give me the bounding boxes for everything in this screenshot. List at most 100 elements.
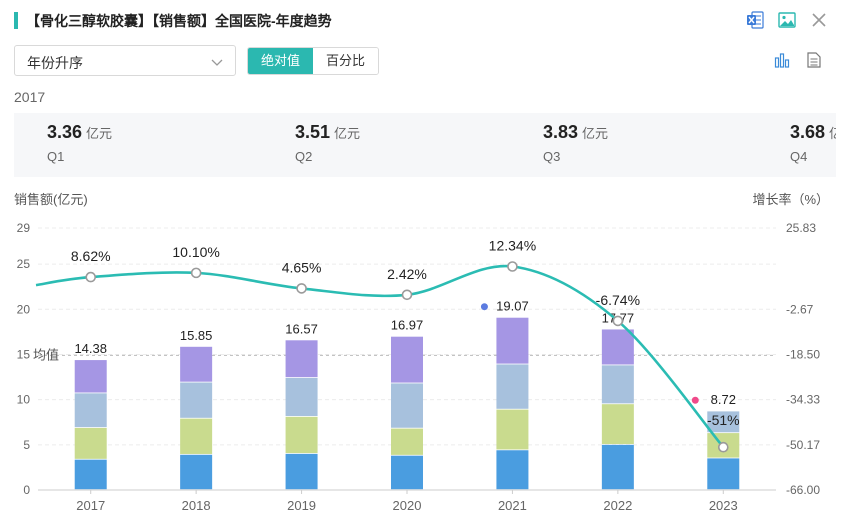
bar-segment xyxy=(601,365,634,404)
y-tick-right: -34.33 xyxy=(786,393,820,407)
quarter-name: Q1 xyxy=(47,149,65,164)
y-tick-left: 20 xyxy=(17,302,31,316)
sort-select-value: 年份升序 xyxy=(27,55,83,71)
x-tick-label: 2020 xyxy=(393,498,422,513)
value-mode-toggle: 绝对值 百分比 xyxy=(247,47,380,75)
growth-point xyxy=(507,261,518,272)
quarter-card: 3.51 亿元 Q2 xyxy=(295,122,360,164)
y-tick-right: -2.67 xyxy=(786,302,814,316)
bar-segment xyxy=(707,458,740,490)
bar-segment xyxy=(74,360,107,393)
left-axis-title: 销售额(亿元) xyxy=(14,192,88,207)
title-bar: 【骨化三醇软胶囊】【销售额】全国医院-年度趋势 xyxy=(0,0,847,40)
bar-segment xyxy=(180,454,213,490)
summary-year: 2017 xyxy=(14,89,46,105)
sales-trend-chart: 0 5 10 15 20 25 29 -66.00 -50.17 -34.33 -18.50 -2.6… xyxy=(17,221,821,513)
bar-total-label: 19.07 xyxy=(496,299,529,314)
chart-view-icons xyxy=(772,50,824,70)
close-icon[interactable] xyxy=(809,10,829,30)
bar-total-label: 8.72 xyxy=(711,392,736,407)
quarter-value: 3.36 xyxy=(47,122,83,142)
bar-segment xyxy=(601,404,634,445)
top-icons xyxy=(745,10,829,30)
quarter-name: Q4 xyxy=(790,149,808,164)
y-tick-right: -66.00 xyxy=(786,483,820,497)
bar-segment xyxy=(496,450,529,490)
growth-label: 2.42% xyxy=(387,266,427,282)
bar-segment xyxy=(74,427,107,459)
y-tick-left: 5 xyxy=(23,438,30,452)
growth-point xyxy=(612,315,624,327)
y-tick-left: 0 xyxy=(23,483,30,497)
quarter-card: 3.36 亿元 Q1 xyxy=(47,122,112,164)
growth-label: 12.34% xyxy=(489,237,536,253)
x-tick-label: 2022 xyxy=(603,498,632,513)
right-axis-title: 增长率（%） xyxy=(752,192,829,207)
growth-point xyxy=(717,441,729,453)
title-accent xyxy=(14,12,18,29)
bar-segment xyxy=(601,329,634,365)
bar-segment xyxy=(285,340,318,378)
series-marker-dot xyxy=(691,396,699,404)
y-tick-left: 10 xyxy=(17,393,31,407)
percent-button[interactable]: 百分比 xyxy=(313,48,379,74)
quarter-value: 3.83 xyxy=(543,122,579,142)
bar-segment xyxy=(391,383,423,428)
bar-total-label: 15.85 xyxy=(180,328,213,343)
y-tick-right: -18.50 xyxy=(786,347,820,361)
bar-segment xyxy=(74,393,107,428)
chevron-down-icon xyxy=(211,55,223,73)
quarter-unit: 亿元 xyxy=(86,126,113,141)
bar-segment xyxy=(180,382,213,418)
image-icon[interactable] xyxy=(777,10,797,30)
bar-chart-icon[interactable] xyxy=(772,50,792,70)
growth-label: 8.62% xyxy=(71,248,111,264)
quarter-value: 3.68 xyxy=(790,122,826,142)
bar-total-label: 14.38 xyxy=(74,341,107,356)
quarter-name: Q3 xyxy=(543,149,561,164)
y-tick-left: 25 xyxy=(17,257,31,271)
growth-point xyxy=(85,271,97,283)
bar-segment xyxy=(496,317,529,364)
document-icon[interactable] xyxy=(804,50,824,70)
bar-segment xyxy=(285,453,318,490)
series-marker-dot xyxy=(480,303,488,311)
bar-segment xyxy=(391,336,423,383)
x-tick-label: 2023 xyxy=(709,498,738,513)
x-tick-label: 2019 xyxy=(287,498,316,513)
quarter-unit: 亿元 xyxy=(582,126,609,141)
bar-segment xyxy=(707,411,740,433)
bar-segment xyxy=(74,459,107,490)
growth-label: 10.10% xyxy=(172,244,219,260)
absolute-value-button[interactable]: 绝对值 xyxy=(248,48,314,74)
growth-label: -6.74% xyxy=(596,292,640,308)
bar-segment xyxy=(180,346,213,382)
x-tick-label: 2021 xyxy=(498,498,527,513)
x-tick-label: 2018 xyxy=(182,498,211,513)
growth-point xyxy=(401,289,413,301)
quarter-name: Q2 xyxy=(295,149,313,164)
quarter-unit: 亿元 xyxy=(334,126,361,141)
bar-segment xyxy=(496,364,529,409)
bar-segment xyxy=(285,416,318,454)
bar-segment xyxy=(601,444,634,490)
y-tick-right: -50.17 xyxy=(786,438,820,452)
bar-segment xyxy=(285,377,318,417)
bar-segment xyxy=(391,428,423,455)
excel-icon[interactable] xyxy=(745,10,765,30)
y-tick-left: 15 xyxy=(17,347,31,361)
sort-select[interactable]: 年份升序 xyxy=(14,45,236,76)
growth-point xyxy=(190,267,202,279)
quarter-value: 3.51 xyxy=(295,122,331,142)
growth-label: -51% xyxy=(707,412,740,428)
bar-total-label: 16.97 xyxy=(391,318,424,333)
bar-total-label: 16.57 xyxy=(285,321,318,336)
y-tick-left: 29 xyxy=(17,221,31,235)
page-title: 【骨化三醇软胶囊】【销售额】全国医院-年度趋势 xyxy=(26,13,332,29)
bar-segment xyxy=(180,418,213,454)
quarter-unit: 亿元 xyxy=(829,126,836,141)
x-tick-label: 2017 xyxy=(76,498,105,513)
controls-bar: 年份升序 绝对值 百分比 xyxy=(14,45,834,77)
growth-point xyxy=(296,283,307,294)
